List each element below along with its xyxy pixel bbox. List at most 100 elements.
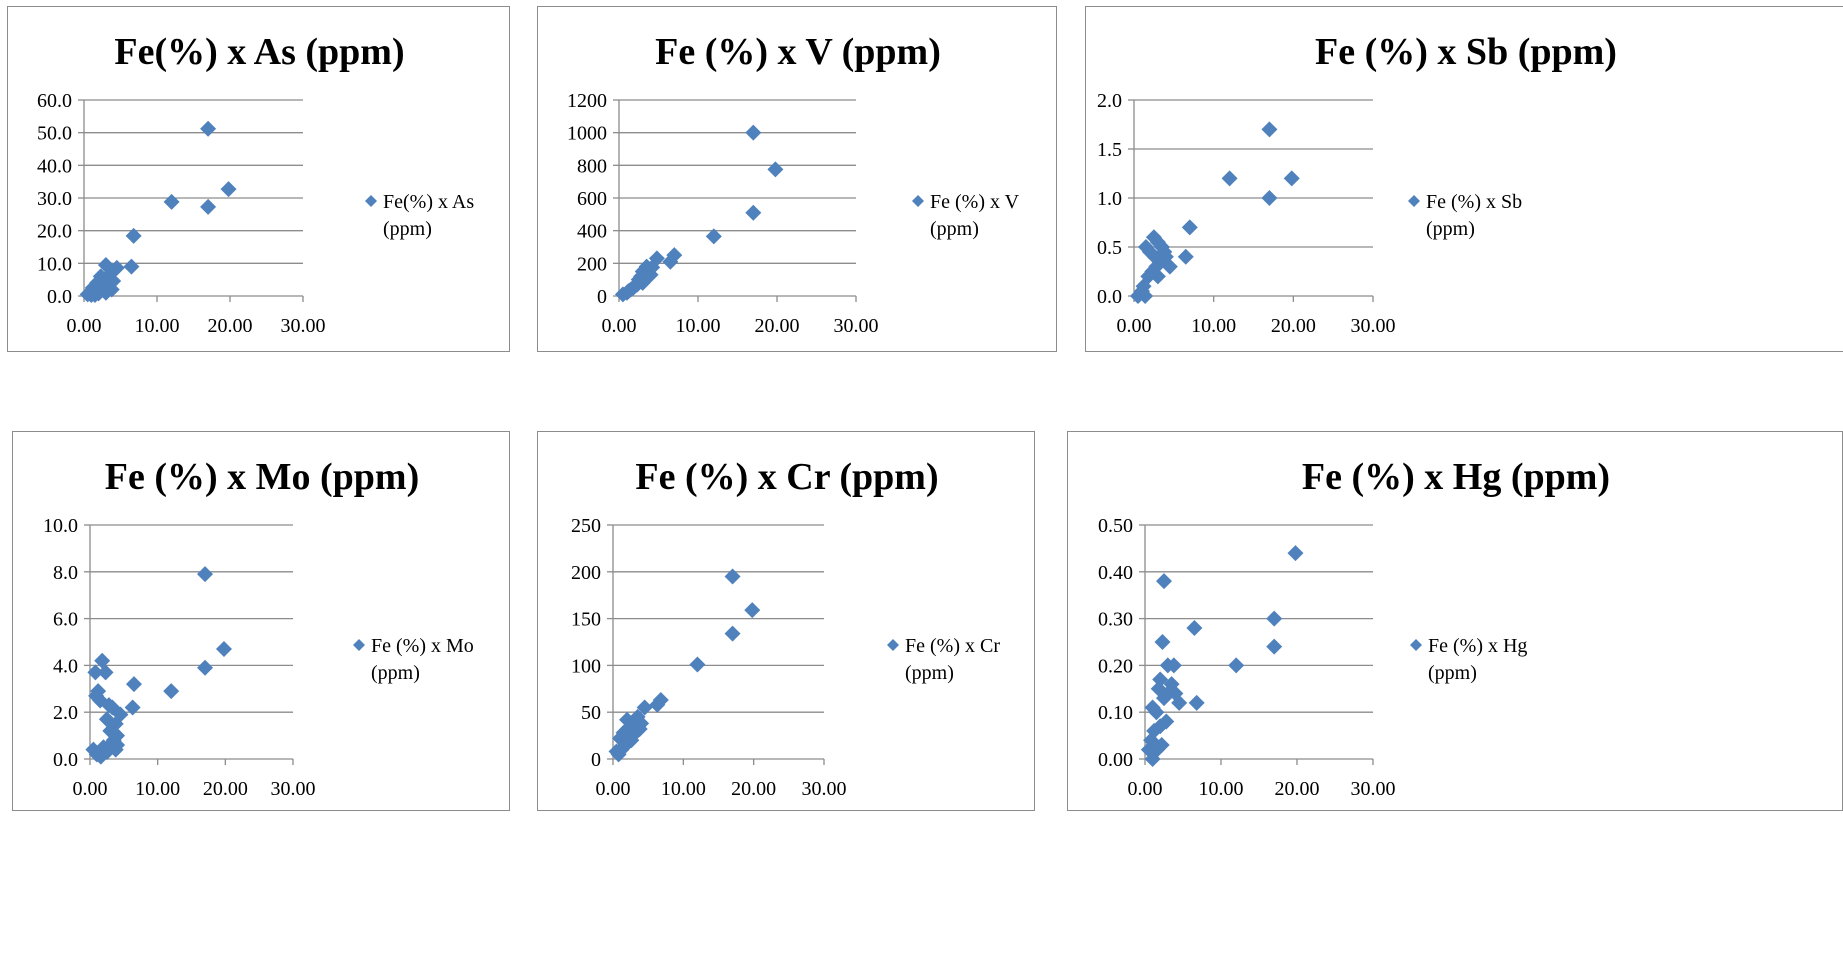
x-tick-label: 10.00 <box>1199 778 1244 800</box>
data-point <box>107 715 124 732</box>
data-point <box>1144 699 1161 716</box>
data-point <box>1283 170 1300 187</box>
x-tick-label: 20.00 <box>208 315 253 337</box>
chart-panel: Fe (%) x V (ppm) 0 200 400 600 800 1000 1200 0.0… <box>537 6 1057 352</box>
x-tick-label: 0.00 <box>1117 315 1152 337</box>
y-tick-label: 400 <box>577 221 607 243</box>
legend-marker <box>912 195 924 207</box>
data-point <box>163 683 180 700</box>
y-tick-label: 0.40 <box>1098 562 1133 584</box>
data-point <box>200 120 217 137</box>
legend-label: Fe(%) x As <box>383 191 474 213</box>
y-tick-label: 2.0 <box>1097 90 1122 112</box>
data-point <box>745 124 762 141</box>
x-tick-label: 0.00 <box>596 778 631 800</box>
data-point <box>1137 288 1154 304</box>
chart-panel: Fe(%) x As (ppm) 0.0 10.0 20.0 30.0 40.0 50.0 6… <box>7 6 510 352</box>
data-point <box>623 732 640 749</box>
data-point <box>1154 634 1171 650</box>
scatter-chart: Fe (%) x V (ppm) 0 200 400 600 800 1000 1200 0.0… <box>567 31 1020 337</box>
data-point <box>97 664 114 681</box>
data-point <box>666 247 683 264</box>
y-tick-label: 250 <box>571 515 601 537</box>
data-point <box>197 566 214 583</box>
y-tick-label: 0 <box>591 749 601 771</box>
y-tick-label: 50.0 <box>37 123 72 145</box>
x-tick-label: 0.00 <box>602 315 637 337</box>
data-point <box>1149 741 1166 758</box>
data-point <box>724 568 741 585</box>
data-point <box>1149 268 1166 285</box>
x-tick-label: 30.00 <box>1351 315 1396 337</box>
data-point <box>1149 234 1166 251</box>
legend-label: (ppm) <box>905 662 954 684</box>
x-tick-label: 30.00 <box>802 778 847 800</box>
chart-title: Fe(%) x As (ppm) <box>114 31 404 73</box>
legend-label: Fe (%) x Mo <box>371 635 474 657</box>
x-tick-label: 30.00 <box>281 315 326 337</box>
x-tick-label: 10.00 <box>135 778 180 800</box>
chart-title: Fe (%) x Mo (ppm) <box>105 456 419 498</box>
y-tick-label: 1200 <box>567 90 607 112</box>
data-point <box>767 161 784 178</box>
data-point <box>87 664 104 681</box>
data-point <box>631 273 648 290</box>
data-point <box>1261 190 1278 206</box>
data-point <box>644 259 661 276</box>
legend-marker <box>1408 195 1420 207</box>
legend-label: (ppm) <box>1428 662 1477 684</box>
y-tick-label: 20.0 <box>37 221 72 243</box>
y-tick-label: 0.0 <box>47 286 72 308</box>
data-point <box>1140 268 1157 285</box>
data-point <box>1186 619 1203 636</box>
x-tick-label: 20.00 <box>203 778 248 800</box>
data-point <box>1150 680 1167 697</box>
data-point <box>1287 545 1304 562</box>
x-tick-label: 10.00 <box>135 315 180 337</box>
y-tick-label: 1.5 <box>1097 139 1122 161</box>
data-point <box>648 250 665 267</box>
x-tick-label: 20.00 <box>755 315 800 337</box>
data-point <box>724 625 741 642</box>
legend-marker <box>353 639 365 651</box>
data-point <box>1146 722 1163 739</box>
chart-title: Fe (%) x V (ppm) <box>655 31 941 73</box>
data-point <box>689 656 706 673</box>
data-point <box>1153 736 1170 753</box>
data-point <box>633 715 650 732</box>
x-tick-label: 10.00 <box>1191 315 1236 337</box>
data-point <box>705 228 722 245</box>
legend-label: (ppm) <box>930 218 979 240</box>
data-point <box>1161 258 1178 275</box>
data-point <box>1156 690 1172 707</box>
data-point <box>745 204 762 221</box>
y-tick-label: 2.0 <box>53 702 78 724</box>
data-point <box>105 732 122 749</box>
scatter-chart: Fe (%) x Sb (ppm) 0.0 0.5 1.0 1.5 2.0 0.00 10.0… <box>1097 31 1617 337</box>
x-tick-label: 20.00 <box>1275 778 1320 800</box>
data-point <box>1148 704 1165 721</box>
chart-title: Fe (%) x Cr (ppm) <box>635 456 938 498</box>
data-point <box>1148 258 1165 275</box>
data-point <box>123 258 140 275</box>
y-tick-label: 4.0 <box>53 655 78 677</box>
data-point <box>1266 610 1283 627</box>
y-tick-label: 800 <box>577 155 607 177</box>
y-tick-label: 200 <box>571 562 601 584</box>
legend-label: (ppm) <box>1426 218 1475 240</box>
data-point <box>1141 243 1158 260</box>
x-tick-label: 0.00 <box>1128 778 1163 800</box>
data-point <box>124 699 141 716</box>
y-tick-label: 0.30 <box>1098 609 1133 631</box>
data-point <box>200 198 217 215</box>
y-tick-label: 0.00 <box>1098 749 1133 771</box>
data-point <box>1188 694 1205 711</box>
y-tick-label: 60.0 <box>37 90 72 112</box>
chart-title: Fe (%) x Hg (ppm) <box>1302 456 1610 498</box>
chart-panel: Fe (%) x Hg (ppm) 0.00 0.10 0.20 0.30 0.40 0.5… <box>1067 431 1843 811</box>
legend-label: Fe (%) x Sb <box>1426 191 1522 213</box>
chart-panel: Fe (%) x Sb (ppm) 0.0 0.5 1.0 1.5 2.0 0.00 10.0… <box>1085 6 1843 352</box>
data-point <box>102 722 119 739</box>
y-tick-label: 0.0 <box>1097 286 1122 308</box>
data-point <box>1152 671 1169 688</box>
